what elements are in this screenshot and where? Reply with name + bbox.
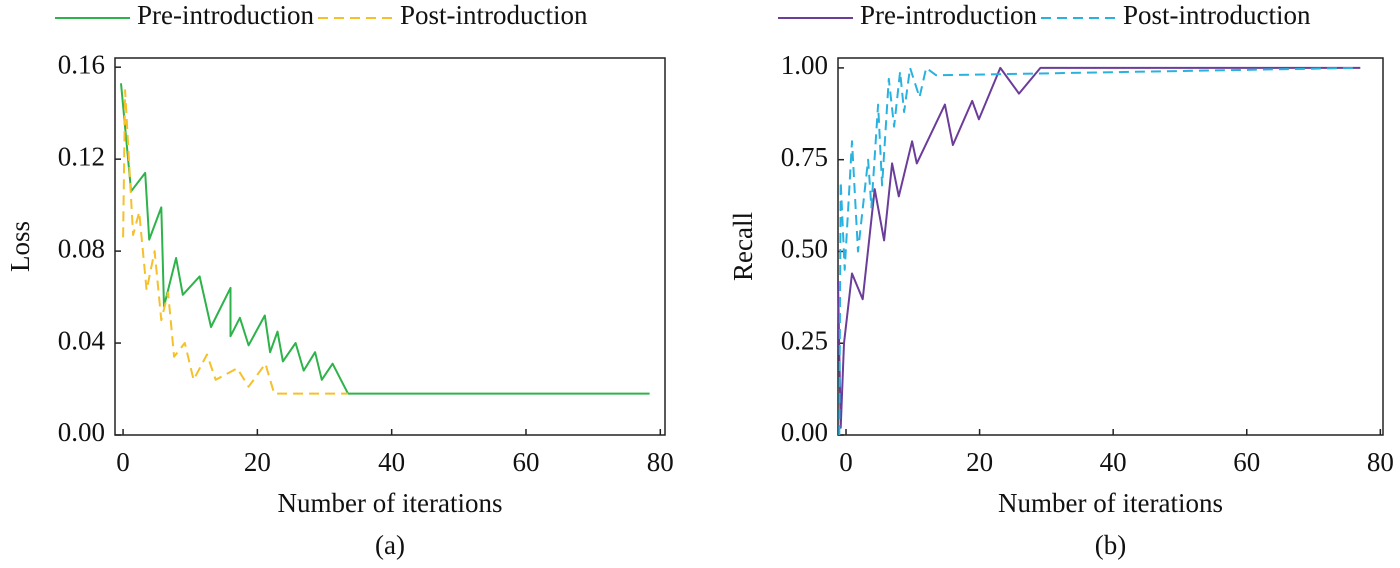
y-tick-label: 0.08 <box>58 233 105 263</box>
y-tick-label: 0.75 <box>781 142 828 172</box>
legend-label: Post-introduction <box>1123 0 1311 30</box>
y-axis-label: Recall <box>728 212 758 281</box>
x-axis-label: Number of iterations <box>998 488 1223 518</box>
x-tick-label: 80 <box>1367 447 1394 477</box>
y-tick-label: 0.50 <box>781 234 828 264</box>
y-tick-label: 0.25 <box>781 325 828 355</box>
y-tick-label: 0.04 <box>58 325 106 355</box>
x-axis-label: Number of iterations <box>278 488 503 518</box>
legend-label: Pre-introduction <box>137 0 314 30</box>
legend-label: Pre-introduction <box>860 0 1037 30</box>
series-line <box>122 89 348 395</box>
y-tick-label: 0.12 <box>58 141 105 171</box>
x-tick-label: 40 <box>1100 447 1127 477</box>
x-tick-label: 20 <box>966 447 993 477</box>
series-line <box>120 83 650 395</box>
y-tick-label: 1.00 <box>781 50 828 80</box>
y-tick-label: 0.00 <box>781 417 828 447</box>
x-tick-label: 60 <box>512 447 539 477</box>
series-line <box>838 66 1358 436</box>
x-tick-label: 80 <box>647 447 674 477</box>
y-axis-label: Loss <box>5 221 35 272</box>
plot-frame <box>114 57 666 436</box>
legend-label: Post-introduction <box>400 0 588 30</box>
caption: (a) <box>375 530 405 560</box>
series-line <box>837 66 1361 429</box>
x-tick-label: 0 <box>116 447 130 477</box>
x-tick-label: 40 <box>378 447 405 477</box>
y-tick-label: 0.00 <box>58 417 105 447</box>
plot-frame <box>837 57 1384 436</box>
x-tick-label: 60 <box>1233 447 1260 477</box>
caption: (b) <box>1095 530 1126 560</box>
x-tick-label: 20 <box>244 447 271 477</box>
x-tick-label: 0 <box>839 447 853 477</box>
y-tick-label: 0.16 <box>58 49 105 79</box>
